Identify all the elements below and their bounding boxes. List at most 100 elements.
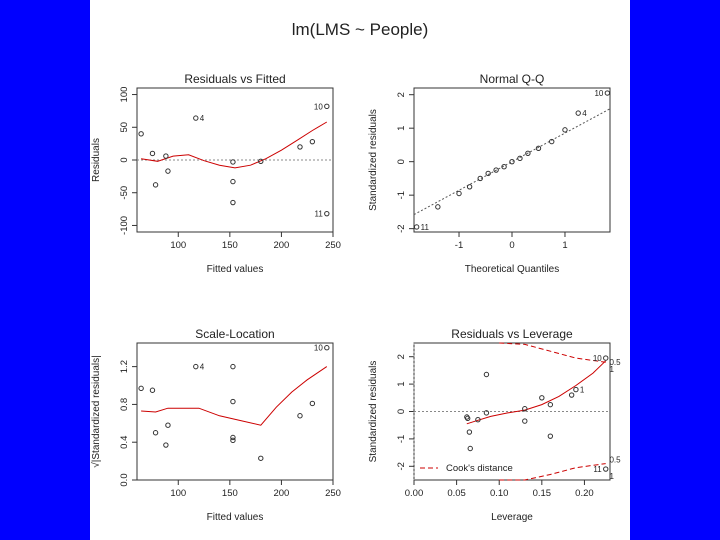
y-tick-label: 1.2 <box>119 360 130 373</box>
y-tick-label: 0.8 <box>119 398 130 411</box>
plot-frame <box>136 342 334 481</box>
x-tick-label: 0.15 <box>533 488 552 499</box>
data-point <box>517 155 523 162</box>
contour-label: 0.5 <box>609 455 621 464</box>
data-point <box>464 415 471 422</box>
data-point <box>324 210 330 217</box>
data-point <box>493 167 499 173</box>
data-point <box>562 127 568 133</box>
point-label: 11 <box>421 223 430 232</box>
smooth-line <box>466 360 607 425</box>
data-point <box>467 445 473 452</box>
x-tick-label: 250 <box>325 488 341 499</box>
smooth-line <box>141 121 328 169</box>
point-label: 10 <box>314 102 323 111</box>
y-tick-label: -50 <box>119 186 130 200</box>
data-point <box>522 406 528 412</box>
data-point <box>149 150 156 157</box>
plot-4: Residuals vs Leverage Leverage Standardize… <box>368 327 621 523</box>
x-tick-label: 1 <box>562 240 567 251</box>
x-tick-label: 0.10 <box>490 488 509 499</box>
y-tick-label: 0.4 <box>119 436 130 449</box>
y-tick-label: 2 <box>396 354 407 359</box>
point-label: 10 <box>594 89 603 98</box>
data-point <box>466 184 473 190</box>
data-point <box>230 178 236 185</box>
cooks-distance-contour <box>499 463 606 481</box>
data-point <box>549 138 555 145</box>
point-label: 1 <box>580 386 585 395</box>
y-tick-label: 2 <box>396 92 407 97</box>
y-tick-label: -100 <box>119 216 130 235</box>
point-label: 4 <box>200 363 205 372</box>
data-point <box>309 400 316 407</box>
plot-1: Residuals vs Fitted Fitted values Residual… <box>91 72 341 275</box>
x-tick-label: 150 <box>222 488 238 499</box>
data-point <box>152 182 159 188</box>
y-tick-label: -1 <box>396 435 407 443</box>
plot-title: Scale-Location <box>195 327 274 341</box>
x-tick-label: -1 <box>455 240 463 251</box>
figure-title: lm(LMS ~ People) <box>291 20 429 39</box>
legend-label: Cook's distance <box>446 463 513 474</box>
data-point <box>230 363 236 370</box>
x-tick-label: 0.00 <box>405 488 424 499</box>
diagnostic-plots: Residuals vs Fitted Fitted values Residual… <box>90 72 621 523</box>
y-axis-label: √|Standardized residuals| <box>90 355 102 467</box>
data-point <box>149 387 156 393</box>
plot-frame <box>413 87 611 233</box>
data-point <box>539 395 545 401</box>
y-tick-label: 0.0 <box>119 473 130 486</box>
x-tick-label: 0.05 <box>447 488 466 499</box>
x-tick-label: 100 <box>170 488 186 499</box>
x-tick-label: 0.20 <box>575 488 594 499</box>
contour-label: 1 <box>609 472 614 481</box>
data-point <box>165 422 171 428</box>
data-point <box>230 199 236 206</box>
y-tick-label: 1 <box>396 126 407 131</box>
data-point <box>568 392 575 398</box>
data-point <box>193 363 199 370</box>
data-point <box>575 110 581 116</box>
data-point <box>230 398 236 405</box>
data-point <box>413 224 420 230</box>
data-point <box>163 153 169 159</box>
data-point <box>297 413 303 419</box>
data-point <box>230 437 236 444</box>
data-point <box>466 429 473 435</box>
data-point <box>501 163 507 170</box>
plot-3: Scale-Location Fitted values √|Standardize… <box>90 327 341 523</box>
x-tick-label: 0 <box>509 240 514 251</box>
data-point <box>456 190 462 197</box>
x-tick-label: 250 <box>325 240 341 251</box>
data-point <box>309 138 316 145</box>
data-point <box>258 455 264 461</box>
y-tick-label: 50 <box>119 122 130 133</box>
data-point <box>435 204 441 210</box>
data-point <box>165 168 171 174</box>
data-point <box>230 434 236 441</box>
data-point <box>547 433 554 439</box>
plot-title: Normal Q-Q <box>480 72 545 86</box>
smooth-line <box>141 366 328 426</box>
data-point <box>258 158 264 165</box>
data-point <box>604 90 611 96</box>
y-axis-label: Standardized residuals <box>368 361 379 463</box>
x-tick-label: 200 <box>273 240 289 251</box>
data-point <box>230 159 236 165</box>
x-axis-label: Fitted values <box>207 264 264 275</box>
data-point <box>475 417 481 423</box>
plot-title: Residuals vs Leverage <box>451 327 573 341</box>
y-tick-label: 0 <box>396 409 407 414</box>
data-point <box>547 401 554 408</box>
x-tick-label: 150 <box>222 240 238 251</box>
contour-label: 1 <box>609 365 614 374</box>
data-point <box>522 418 528 424</box>
point-label: 11 <box>314 210 323 219</box>
cooks-distance-contour <box>499 342 606 363</box>
contour-label: 0.5 <box>609 358 621 367</box>
point-label: 4 <box>582 109 587 118</box>
data-point <box>573 386 579 393</box>
data-point <box>477 175 483 182</box>
point-label: 10 <box>314 344 323 353</box>
